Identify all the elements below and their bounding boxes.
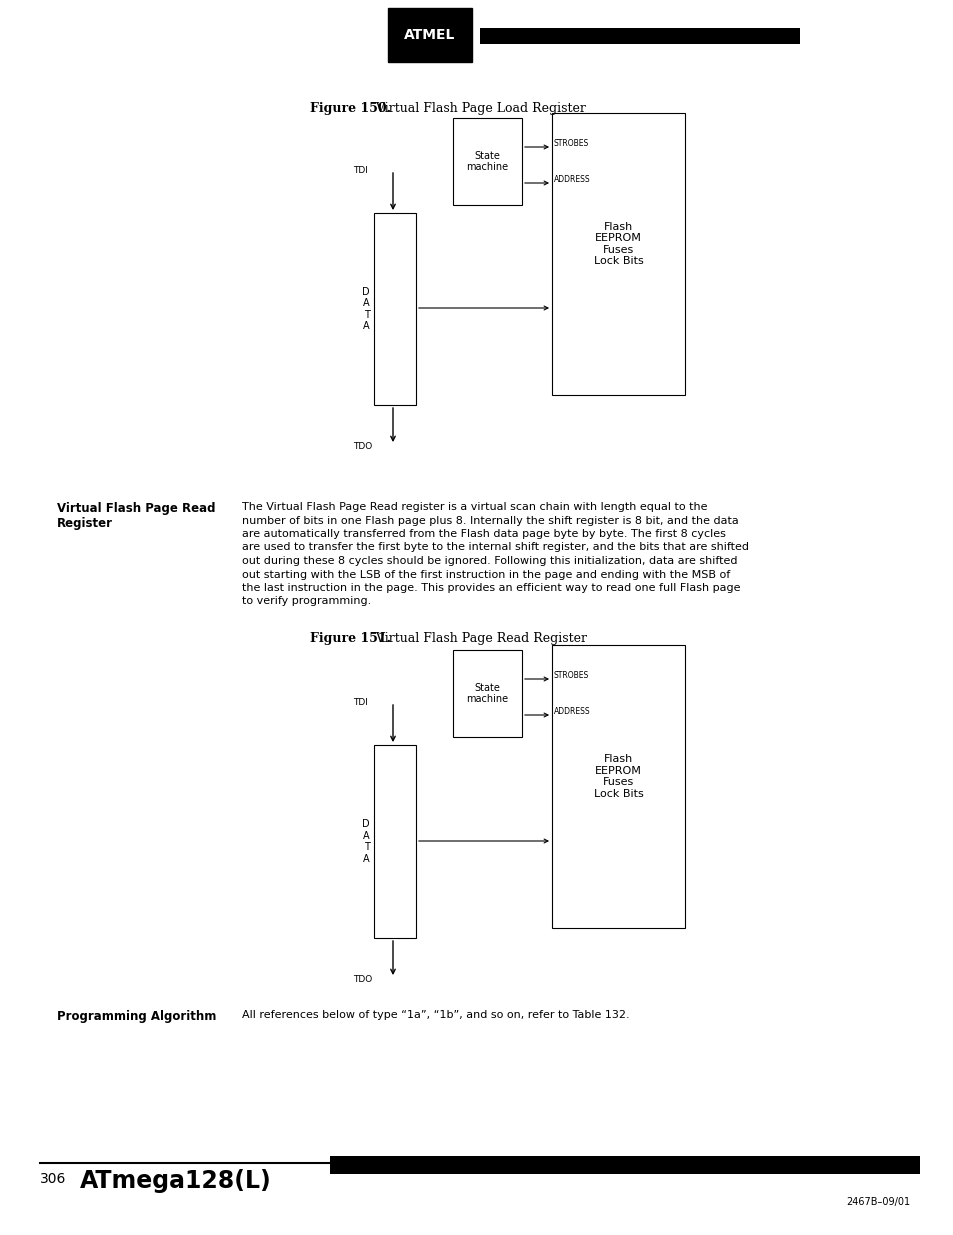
Text: TDI: TDI xyxy=(353,165,368,175)
Text: ATmega128(L): ATmega128(L) xyxy=(80,1170,272,1193)
Text: Figure 150.: Figure 150. xyxy=(310,103,391,115)
Text: ADDRESS: ADDRESS xyxy=(554,706,590,716)
Text: 2467B–09/01: 2467B–09/01 xyxy=(845,1197,909,1207)
Text: The Virtual Flash Page Read register is a virtual scan chain with length equal t: The Virtual Flash Page Read register is … xyxy=(242,501,707,513)
Text: are used to transfer the first byte to the internal shift register, and the bits: are used to transfer the first byte to t… xyxy=(242,542,748,552)
Text: Figure 151.: Figure 151. xyxy=(310,632,391,645)
Text: number of bits in one Flash page plus 8. Internally the shift register is 8 bit,: number of bits in one Flash page plus 8.… xyxy=(242,515,738,526)
Text: the last instruction in the page. This provides an efficient way to read one ful: the last instruction in the page. This p… xyxy=(242,583,740,593)
Bar xyxy=(330,1156,919,1174)
Text: State
machine: State machine xyxy=(466,683,508,704)
Text: Flash
EEPROM
Fuses
Lock Bits: Flash EEPROM Fuses Lock Bits xyxy=(593,221,642,267)
Text: Register: Register xyxy=(57,517,112,530)
Bar xyxy=(552,645,684,927)
Bar xyxy=(388,7,472,62)
Text: Flash
EEPROM
Fuses
Lock Bits: Flash EEPROM Fuses Lock Bits xyxy=(593,755,642,799)
Text: D
A
T
A: D A T A xyxy=(362,287,370,331)
Text: D
A
T
A: D A T A xyxy=(362,819,370,864)
Bar xyxy=(552,112,684,395)
Text: 306: 306 xyxy=(40,1172,67,1186)
Text: Virtual Flash Page Load Register: Virtual Flash Page Load Register xyxy=(372,103,585,115)
Text: TDI: TDI xyxy=(353,698,368,706)
Text: out during these 8 cycles should be ignored. Following this initialization, data: out during these 8 cycles should be igno… xyxy=(242,556,737,566)
Bar xyxy=(374,212,416,405)
Text: ADDRESS: ADDRESS xyxy=(554,175,590,184)
Bar xyxy=(453,650,521,737)
Text: State
machine: State machine xyxy=(466,151,508,173)
Text: TDO: TDO xyxy=(353,442,372,451)
Text: STROBES: STROBES xyxy=(554,671,589,680)
Bar xyxy=(453,119,521,205)
Text: TDO: TDO xyxy=(353,974,372,984)
Text: All references below of type “1a”, “1b”, and so on, refer to Table 132.: All references below of type “1a”, “1b”,… xyxy=(242,1010,629,1020)
Text: ATMEL: ATMEL xyxy=(404,28,456,42)
Text: STROBES: STROBES xyxy=(554,140,589,148)
Text: Programming Algorithm: Programming Algorithm xyxy=(57,1010,216,1023)
Text: Virtual Flash Page Read Register: Virtual Flash Page Read Register xyxy=(372,632,586,645)
Text: are automatically transferred from the Flash data page byte by byte. The first 8: are automatically transferred from the F… xyxy=(242,529,725,538)
Bar xyxy=(479,28,800,44)
Bar xyxy=(374,745,416,939)
Text: out starting with the LSB of the first instruction in the page and ending with t: out starting with the LSB of the first i… xyxy=(242,569,729,579)
Text: Virtual Flash Page Read: Virtual Flash Page Read xyxy=(57,501,215,515)
Text: to verify programming.: to verify programming. xyxy=(242,597,371,606)
